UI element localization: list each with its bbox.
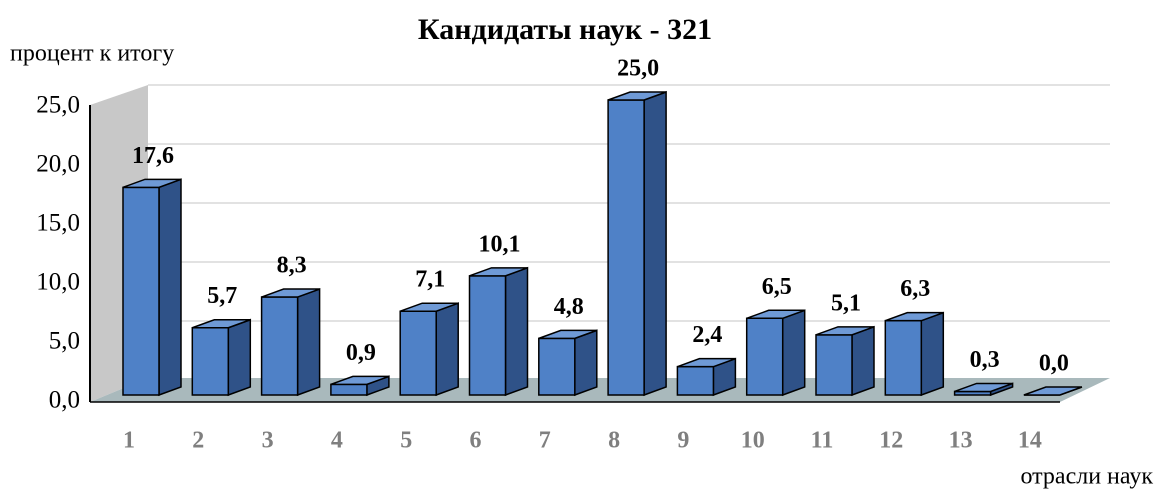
y-tick-label: 5,0 — [49, 328, 80, 355]
y-tick-label: 15,0 — [36, 210, 80, 237]
bar-top — [261, 288, 320, 298]
bar — [1023, 386, 1083, 396]
bar — [884, 311, 945, 397]
bar — [260, 287, 321, 397]
value-label: 0,3 — [970, 347, 1000, 373]
value-label: 7,1 — [415, 267, 445, 293]
bar — [607, 90, 667, 397]
value-label: 2,4 — [692, 322, 722, 348]
bar-top — [607, 91, 667, 101]
value-label: 10,1 — [479, 231, 521, 257]
value-label: 17,6 — [132, 143, 174, 169]
chart-title: Кандидаты наук - 321 — [418, 13, 712, 46]
y-axis-label: процент к итогу — [10, 41, 174, 67]
bar-top — [746, 309, 805, 320]
bar-side — [504, 266, 529, 397]
bar-top — [885, 311, 944, 322]
bar-top — [330, 375, 390, 386]
bar — [815, 325, 875, 397]
value-label: 5,7 — [207, 283, 237, 309]
bar-side — [574, 329, 598, 397]
bar — [953, 382, 1014, 397]
bar — [538, 329, 598, 397]
bar-top — [954, 382, 1013, 393]
value-label: 6,5 — [762, 274, 792, 300]
x-tick-label: 10 — [741, 428, 765, 454]
bar-top — [815, 326, 875, 336]
value-label: 4,8 — [554, 294, 584, 320]
bar-top — [538, 329, 598, 340]
value-label: 0,9 — [346, 340, 376, 366]
bar-front — [122, 186, 160, 396]
value-label: 8,3 — [277, 253, 307, 279]
x-tick-label: 1 — [123, 428, 135, 454]
bar-side — [781, 309, 806, 397]
value-label: 5,1 — [831, 290, 861, 316]
bar-side — [920, 311, 945, 397]
bar-front — [191, 326, 230, 396]
bar-side — [227, 318, 252, 397]
x-tick-label: 6 — [470, 428, 482, 454]
bar-front — [468, 275, 507, 396]
bar-side — [851, 325, 875, 397]
bar-side — [435, 302, 459, 397]
bar-front — [745, 317, 784, 396]
bar-top — [677, 357, 736, 368]
x-tick-label: 2 — [192, 428, 204, 454]
value-label: 0,0 — [1039, 351, 1069, 377]
x-tick-label: 7 — [539, 428, 551, 454]
bar-top — [192, 318, 251, 329]
x-tick-label: 14 — [1018, 428, 1042, 454]
bar — [468, 266, 529, 397]
bar-front — [330, 383, 368, 396]
x-tick-label: 12 — [879, 428, 903, 454]
y-tick-label: 20,0 — [36, 151, 80, 178]
bar-front — [399, 310, 437, 396]
bar — [330, 375, 390, 397]
bar-top — [399, 302, 459, 312]
bar-side — [158, 178, 182, 397]
x-tick-label: 4 — [331, 428, 343, 454]
y-tick-label: 25,0 — [36, 92, 80, 119]
bar-top — [122, 178, 182, 189]
bar-front — [538, 337, 576, 396]
x-axis-label: отрасли наук — [1020, 464, 1153, 490]
y-tick-label: 0,0 — [49, 387, 80, 414]
bar-side — [296, 287, 321, 397]
bar-side — [643, 90, 667, 397]
bar-front — [676, 365, 715, 396]
bar — [122, 178, 182, 397]
bar-front — [607, 99, 645, 396]
bar — [676, 357, 737, 397]
bar-front — [815, 334, 853, 396]
bar-top — [1023, 386, 1083, 396]
bar — [399, 302, 459, 397]
x-tick-label: 8 — [608, 428, 620, 454]
bar — [191, 318, 252, 397]
value-label: 25,0 — [617, 56, 659, 82]
x-tick-label: 13 — [949, 428, 973, 454]
bar — [745, 309, 806, 397]
bar-front — [884, 319, 923, 396]
x-tick-label: 5 — [400, 428, 412, 454]
bar-top — [469, 267, 528, 277]
y-tick-label: 10,0 — [36, 269, 80, 296]
x-tick-label: 3 — [262, 428, 274, 454]
x-tick-label: 11 — [811, 428, 834, 454]
bar-front — [260, 296, 299, 396]
x-tick-label: 9 — [677, 428, 689, 454]
value-label: 6,3 — [900, 276, 930, 302]
